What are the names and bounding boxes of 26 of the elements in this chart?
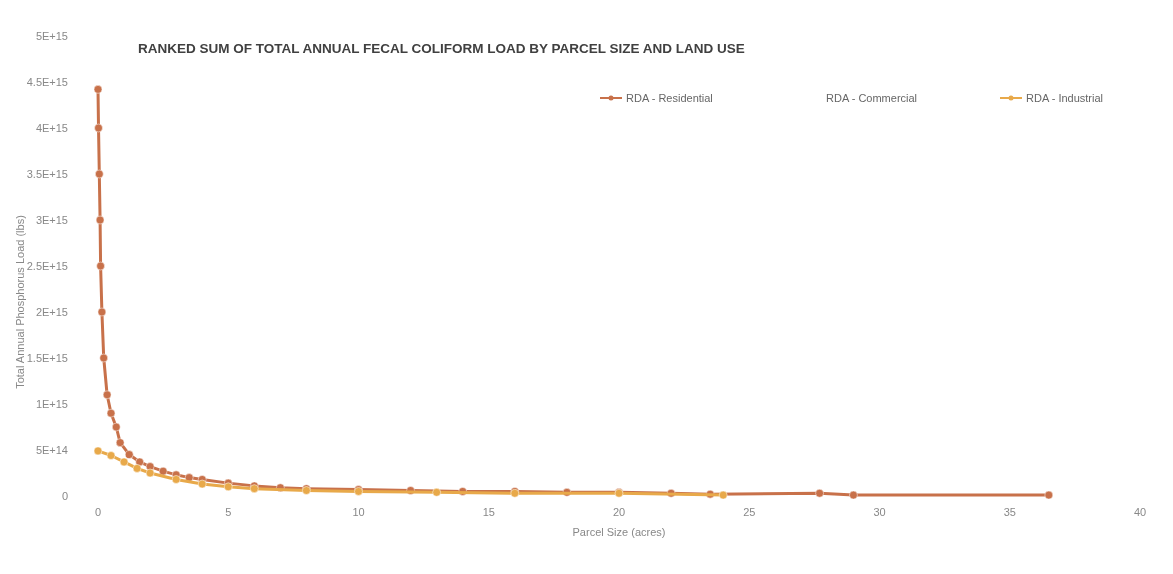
y-tick-label: 5E+14: [35, 443, 68, 456]
y-tick-label: 1E+15: [35, 397, 68, 410]
legend-label: RDA - Residential: [626, 91, 713, 104]
y-tick-label: 4E+15: [35, 121, 68, 134]
y-tick-label: 4.5E+15: [26, 75, 68, 88]
x-tick-label: 30: [873, 506, 886, 518]
x-tick-label: 20: [612, 506, 626, 518]
x-tick-label: 25: [743, 506, 756, 518]
x-tick-label: 40: [1133, 506, 1147, 518]
legend-label: RDA - Industrial: [1026, 91, 1104, 104]
y-tick-label: 0: [61, 489, 68, 502]
x-tick-label: 0: [94, 506, 102, 518]
y-axis-title: Total Annual Phosphorus Load (lbs): [14, 215, 26, 389]
x-tick-label: 5: [225, 506, 232, 518]
y-tick-label: 2.5E+15: [26, 259, 68, 272]
y-tick-label: 3E+15: [35, 213, 68, 226]
x-tick-label: 15: [482, 506, 495, 518]
y-tick-label: 5E+15: [35, 29, 68, 42]
x-tick-label: 10: [352, 506, 365, 518]
x-axis-title: Parcel Size (acres): [572, 526, 666, 538]
y-tick-label: 3.5E+15: [26, 167, 68, 180]
chart-title: RANKED SUM OF TOTAL ANNUAL FECAL COLIFORM LOAD BY PARCEL SIZE AND LAND USE: [138, 41, 745, 56]
x-tick-label: 35: [1003, 506, 1016, 518]
y-tick-label: 2E+15: [35, 305, 68, 318]
text: RDA - Commercial: [826, 91, 918, 104]
y-tick-label: 1.5E+15: [26, 351, 68, 364]
